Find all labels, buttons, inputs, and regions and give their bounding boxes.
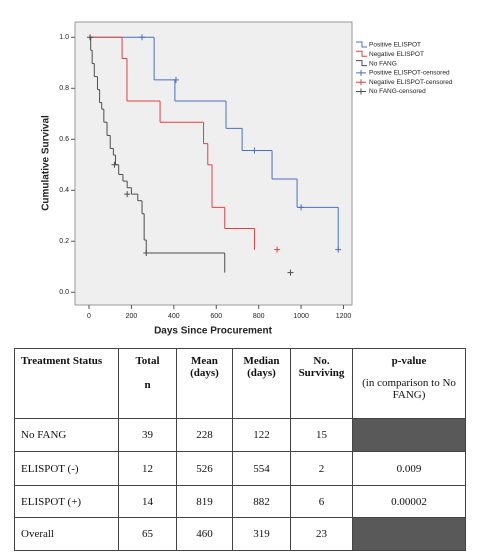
censor-mark xyxy=(143,249,150,256)
table-cell xyxy=(352,418,466,452)
censor-mark xyxy=(287,269,294,276)
table-cell: 819 xyxy=(176,485,233,518)
table-cell: 122 xyxy=(232,418,291,452)
table-cell: Overall xyxy=(14,517,119,551)
table-cell: 319 xyxy=(232,517,291,551)
table-cell: 526 xyxy=(176,451,233,486)
legend-swatch xyxy=(356,88,366,95)
header-text: (in comparison to No FANG) xyxy=(362,377,456,401)
x-tick-label: 1200 xyxy=(336,313,352,320)
table-cell xyxy=(352,517,466,551)
legend-label: Negative ELISPOT xyxy=(369,51,424,58)
header-text: (days) xyxy=(247,367,276,379)
table-cell: ELISPOT (-) xyxy=(14,451,119,486)
legend-swatch xyxy=(356,50,367,57)
censor-mark xyxy=(274,246,281,253)
y-axis-label: Cumulative Survival xyxy=(41,115,52,211)
y-tick-label: 0.8 xyxy=(59,85,69,92)
y-tick-label: 1.0 xyxy=(59,34,69,41)
table-row: ELISPOT (-) 12 526 554 2 0.009 xyxy=(14,451,466,486)
x-tick-label: 0 xyxy=(87,313,91,320)
header-text: (days) xyxy=(190,367,219,379)
y-tick-label: 0.4 xyxy=(59,187,69,194)
header-cell: Median (days) xyxy=(232,348,291,419)
table-cell: 0.009 xyxy=(352,451,466,486)
table-cell: ELISPOT (+) xyxy=(14,485,119,518)
table-row: ELISPOT (+) 14 819 882 6 0.00002 xyxy=(14,485,466,518)
y-tick-label: 0.0 xyxy=(59,289,69,296)
legend-swatch xyxy=(356,69,366,76)
censor-mark xyxy=(251,147,258,154)
legend-label: No FANG xyxy=(369,60,397,67)
legend-label: Negative ELISPOT-censored xyxy=(369,79,453,86)
table-cell: 6 xyxy=(290,485,353,518)
header-text: p-value xyxy=(391,355,427,367)
table-cell: No FANG xyxy=(14,418,119,452)
table-row: No FANG 39 228 122 15 xyxy=(14,418,466,452)
table-cell: 554 xyxy=(232,451,291,486)
x-tick-label: 1000 xyxy=(293,313,309,320)
summary-table: Treatment Status Total n Mean (days) Median (d… xyxy=(14,348,466,551)
x-tick-label: 400 xyxy=(168,313,180,320)
header-cell: p-value (in comparison to No FANG) xyxy=(352,348,466,419)
header-text: Mean xyxy=(191,355,218,367)
x-tick-label: 800 xyxy=(253,313,265,320)
header-cell: No. Surviving xyxy=(290,348,353,419)
table-cell: 65 xyxy=(118,517,177,551)
table-row: Overall 65 460 319 23 xyxy=(14,517,466,551)
table-cell: 460 xyxy=(176,517,233,551)
table-cell: 228 xyxy=(176,418,233,452)
header-cell: Treatment Status xyxy=(14,348,119,419)
plot-area xyxy=(74,21,353,306)
header-text: No. xyxy=(313,355,330,367)
censor-mark xyxy=(298,204,305,211)
censor-mark xyxy=(124,191,131,198)
censor-mark xyxy=(139,34,146,41)
x-tick-label: 200 xyxy=(126,313,138,320)
table-cell: 15 xyxy=(290,418,353,452)
table-cell: 0.00002 xyxy=(352,485,466,518)
table-cell: 2 xyxy=(290,451,353,486)
legend-label: No FANG-censored xyxy=(369,88,426,95)
legend-swatch xyxy=(356,60,367,67)
header-text: Surviving xyxy=(298,367,345,379)
table-cell: 14 xyxy=(118,485,177,518)
table-cell: 12 xyxy=(118,451,177,486)
header-cell: Total n xyxy=(118,348,177,419)
chart: Cumulative Survival Days Since Procureme… xyxy=(41,21,453,337)
censor-mark xyxy=(335,246,342,253)
table-cell: 882 xyxy=(232,485,291,518)
header-text: Median xyxy=(243,355,280,367)
censor-mark xyxy=(87,34,94,41)
header-cell: Mean (days) xyxy=(176,348,233,419)
x-axis-label: Days Since Procurement xyxy=(154,326,272,337)
y-tick-label: 0.2 xyxy=(59,238,69,245)
header-text: Total xyxy=(135,355,160,367)
legend-label: Positive ELISPOT xyxy=(369,42,421,49)
censor-mark xyxy=(172,76,179,83)
table-cell: 23 xyxy=(290,517,353,551)
header-text: Treatment Status xyxy=(21,355,103,367)
x-tick-label: 600 xyxy=(210,313,222,320)
legend-swatch xyxy=(356,41,367,48)
legend-label: Positive ELISPOT-censored xyxy=(369,70,450,77)
header-text: n xyxy=(144,379,151,391)
legend-swatch xyxy=(356,79,366,86)
censor-mark xyxy=(111,161,118,168)
y-tick-label: 0.6 xyxy=(59,136,69,143)
table-cell: 39 xyxy=(118,418,177,452)
